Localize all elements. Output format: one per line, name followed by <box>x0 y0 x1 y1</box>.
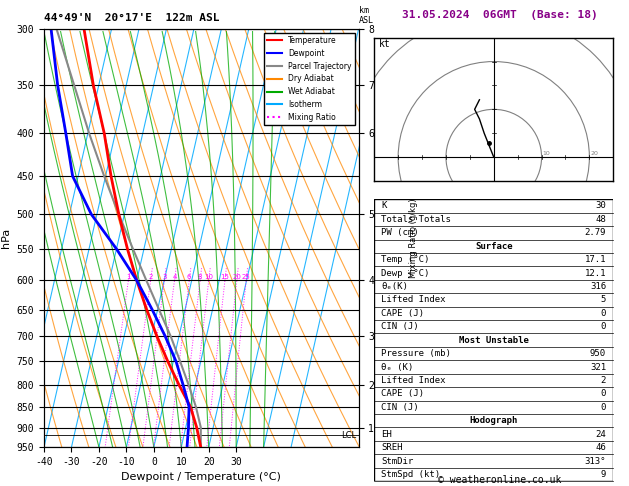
Text: 0: 0 <box>601 322 606 331</box>
Text: StmDir: StmDir <box>381 456 414 466</box>
Text: © weatheronline.co.uk: © weatheronline.co.uk <box>438 475 562 485</box>
Text: 3: 3 <box>162 275 167 280</box>
Text: 0: 0 <box>601 389 606 399</box>
Text: 30: 30 <box>596 202 606 210</box>
Text: CAPE (J): CAPE (J) <box>381 309 425 318</box>
Text: 20: 20 <box>232 275 242 280</box>
Text: CAPE (J): CAPE (J) <box>381 389 425 399</box>
Text: 10: 10 <box>204 275 213 280</box>
Text: kt: kt <box>379 39 391 49</box>
Text: 9: 9 <box>601 470 606 479</box>
Text: Lifted Index: Lifted Index <box>381 295 446 304</box>
Text: CIN (J): CIN (J) <box>381 322 419 331</box>
Text: 6: 6 <box>187 275 191 280</box>
Text: Most Unstable: Most Unstable <box>459 336 529 345</box>
Text: 321: 321 <box>590 363 606 371</box>
Text: 316: 316 <box>590 282 606 291</box>
Text: 0: 0 <box>601 403 606 412</box>
Text: 2.79: 2.79 <box>584 228 606 237</box>
Text: 20: 20 <box>591 151 598 156</box>
Text: Hodograph: Hodograph <box>470 416 518 425</box>
Text: 1: 1 <box>126 275 131 280</box>
Text: EH: EH <box>381 430 392 439</box>
Text: 0: 0 <box>601 309 606 318</box>
Text: 44°49'N  20°17'E  122m ASL: 44°49'N 20°17'E 122m ASL <box>44 13 220 23</box>
Text: 2: 2 <box>601 376 606 385</box>
Text: km
ASL: km ASL <box>359 5 374 25</box>
Text: Lifted Index: Lifted Index <box>381 376 446 385</box>
Text: 5: 5 <box>601 295 606 304</box>
Legend: Temperature, Dewpoint, Parcel Trajectory, Dry Adiabat, Wet Adiabat, Isotherm, Mi: Temperature, Dewpoint, Parcel Trajectory… <box>264 33 355 125</box>
Text: Totals Totals: Totals Totals <box>381 215 451 224</box>
Text: Dewp (°C): Dewp (°C) <box>381 269 430 278</box>
Text: 24: 24 <box>596 430 606 439</box>
Text: SREH: SREH <box>381 443 403 452</box>
Text: Surface: Surface <box>475 242 513 251</box>
Y-axis label: hPa: hPa <box>1 228 11 248</box>
Text: 25: 25 <box>242 275 250 280</box>
Text: StmSpd (kt): StmSpd (kt) <box>381 470 440 479</box>
Text: LCL: LCL <box>341 431 356 440</box>
Text: 17.1: 17.1 <box>584 255 606 264</box>
Text: θₑ (K): θₑ (K) <box>381 363 414 371</box>
Text: 2: 2 <box>148 275 153 280</box>
Text: PW (cm): PW (cm) <box>381 228 419 237</box>
Text: 4: 4 <box>172 275 177 280</box>
Text: θₑ(K): θₑ(K) <box>381 282 408 291</box>
Y-axis label: Mixing Ratio (g/kg): Mixing Ratio (g/kg) <box>409 198 418 278</box>
Text: 15: 15 <box>221 275 230 280</box>
Text: 950: 950 <box>590 349 606 358</box>
Text: Pressure (mb): Pressure (mb) <box>381 349 451 358</box>
Text: 12.1: 12.1 <box>584 269 606 278</box>
Text: 31.05.2024  06GMT  (Base: 18): 31.05.2024 06GMT (Base: 18) <box>402 10 598 20</box>
Text: 46: 46 <box>596 443 606 452</box>
Text: 8: 8 <box>198 275 203 280</box>
Text: 10: 10 <box>543 151 550 156</box>
Text: Temp (°C): Temp (°C) <box>381 255 430 264</box>
Text: CIN (J): CIN (J) <box>381 403 419 412</box>
X-axis label: Dewpoint / Temperature (°C): Dewpoint / Temperature (°C) <box>121 472 281 483</box>
Text: 313°: 313° <box>584 456 606 466</box>
Text: 48: 48 <box>596 215 606 224</box>
Text: K: K <box>381 202 387 210</box>
